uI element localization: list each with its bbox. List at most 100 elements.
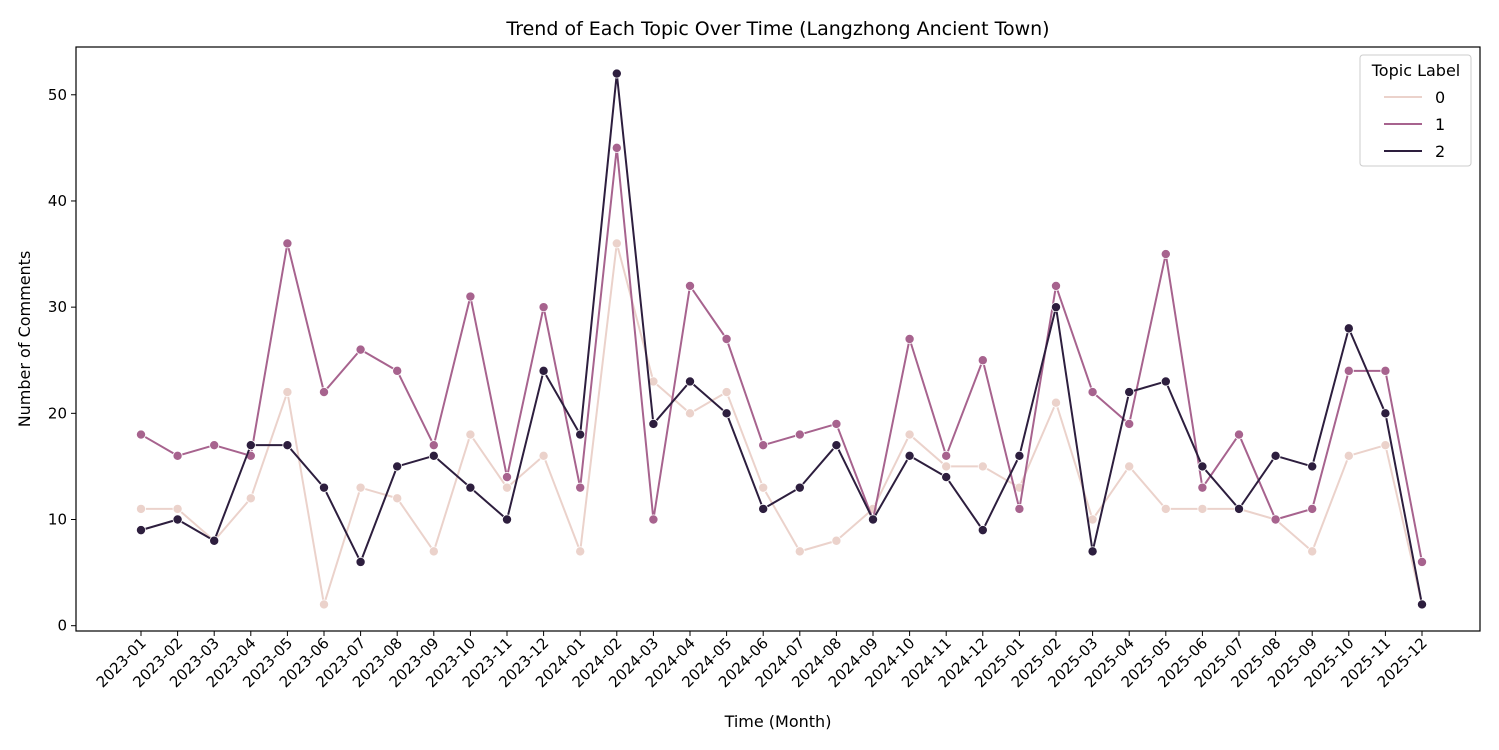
data-point bbox=[1417, 556, 1428, 567]
y-tick-label: 0 bbox=[57, 617, 67, 635]
data-point bbox=[209, 440, 220, 451]
data-point bbox=[758, 482, 769, 493]
data-point bbox=[977, 525, 988, 536]
series-2 bbox=[135, 68, 1428, 610]
data-point bbox=[941, 472, 952, 483]
data-point bbox=[721, 408, 732, 419]
data-point bbox=[1160, 249, 1171, 260]
data-point bbox=[904, 450, 915, 461]
data-point bbox=[794, 482, 805, 493]
data-point bbox=[685, 376, 696, 387]
data-point bbox=[318, 387, 329, 398]
data-point bbox=[575, 429, 586, 440]
data-point bbox=[1087, 546, 1098, 557]
data-point bbox=[318, 599, 329, 610]
data-point bbox=[1270, 514, 1281, 525]
data-point bbox=[1343, 365, 1354, 376]
data-point bbox=[428, 450, 439, 461]
data-point bbox=[428, 440, 439, 451]
series-line bbox=[141, 242, 1423, 606]
data-point bbox=[1124, 387, 1135, 398]
data-point bbox=[1380, 440, 1391, 451]
data-point bbox=[648, 418, 659, 429]
y-axis-label: Number of Comments bbox=[15, 251, 34, 428]
data-point bbox=[721, 333, 732, 344]
data-point bbox=[1380, 365, 1391, 376]
data-point bbox=[1014, 450, 1025, 461]
data-point bbox=[611, 68, 622, 79]
data-point bbox=[758, 503, 769, 514]
data-point bbox=[538, 302, 549, 313]
data-point bbox=[1197, 503, 1208, 514]
data-point bbox=[1160, 503, 1171, 514]
data-point bbox=[1417, 599, 1428, 610]
data-point bbox=[977, 461, 988, 472]
legend-entries: 0 1 2 bbox=[1384, 88, 1445, 161]
data-point bbox=[245, 493, 256, 504]
data-point bbox=[465, 482, 476, 493]
data-point bbox=[1307, 461, 1318, 472]
y-axis: 0 10 20 30 40 50 bbox=[48, 86, 76, 635]
data-point bbox=[1234, 503, 1245, 514]
data-point bbox=[355, 482, 366, 493]
data-point bbox=[1307, 503, 1318, 514]
data-point bbox=[282, 440, 293, 451]
data-point bbox=[611, 238, 622, 249]
series-0 bbox=[135, 238, 1428, 610]
data-point bbox=[172, 503, 183, 514]
y-tick-label: 10 bbox=[48, 511, 67, 529]
data-point bbox=[1014, 503, 1025, 514]
data-point bbox=[245, 440, 256, 451]
data-point bbox=[501, 472, 512, 483]
data-point bbox=[904, 333, 915, 344]
data-point bbox=[685, 280, 696, 291]
data-point bbox=[1087, 514, 1098, 525]
data-point bbox=[172, 514, 183, 525]
data-point bbox=[538, 365, 549, 376]
data-point bbox=[575, 546, 586, 557]
data-point bbox=[831, 440, 842, 451]
plot-area-frame bbox=[75, 46, 1481, 632]
data-point bbox=[1270, 450, 1281, 461]
data-point bbox=[1051, 280, 1062, 291]
data-point bbox=[1124, 418, 1135, 429]
data-point bbox=[355, 556, 366, 567]
data-point bbox=[135, 429, 146, 440]
data-point bbox=[428, 546, 439, 557]
data-point bbox=[392, 461, 403, 472]
data-point bbox=[831, 418, 842, 429]
data-point bbox=[172, 450, 183, 461]
data-point bbox=[392, 493, 403, 504]
data-point bbox=[318, 482, 329, 493]
data-point bbox=[977, 355, 988, 366]
data-point bbox=[1051, 302, 1062, 313]
data-point bbox=[392, 365, 403, 376]
data-point bbox=[941, 461, 952, 472]
data-point bbox=[758, 440, 769, 451]
x-axis-label: Time (Month) bbox=[724, 712, 832, 731]
data-point bbox=[575, 482, 586, 493]
data-point bbox=[465, 291, 476, 302]
data-point bbox=[209, 535, 220, 546]
legend-title: Topic Label bbox=[1371, 61, 1461, 80]
data-point bbox=[538, 450, 549, 461]
data-point bbox=[1051, 397, 1062, 408]
legend-box bbox=[1359, 54, 1472, 167]
data-point bbox=[1160, 376, 1171, 387]
data-point bbox=[941, 450, 952, 461]
y-tick-label: 20 bbox=[48, 404, 67, 422]
data-point bbox=[685, 408, 696, 419]
data-point bbox=[1380, 408, 1391, 419]
data-point bbox=[794, 546, 805, 557]
data-point bbox=[904, 429, 915, 440]
chart-title: Trend of Each Topic Over Time (Langzhong… bbox=[505, 18, 1049, 40]
series-line bbox=[140, 72, 1423, 605]
series-line bbox=[140, 146, 1423, 563]
legend-label: 0 bbox=[1435, 88, 1445, 107]
legend: Topic Label 0 1 2 bbox=[1359, 54, 1472, 167]
series-layer bbox=[135, 68, 1428, 610]
data-point bbox=[135, 503, 146, 514]
data-point bbox=[1197, 461, 1208, 472]
data-point bbox=[1087, 387, 1098, 398]
